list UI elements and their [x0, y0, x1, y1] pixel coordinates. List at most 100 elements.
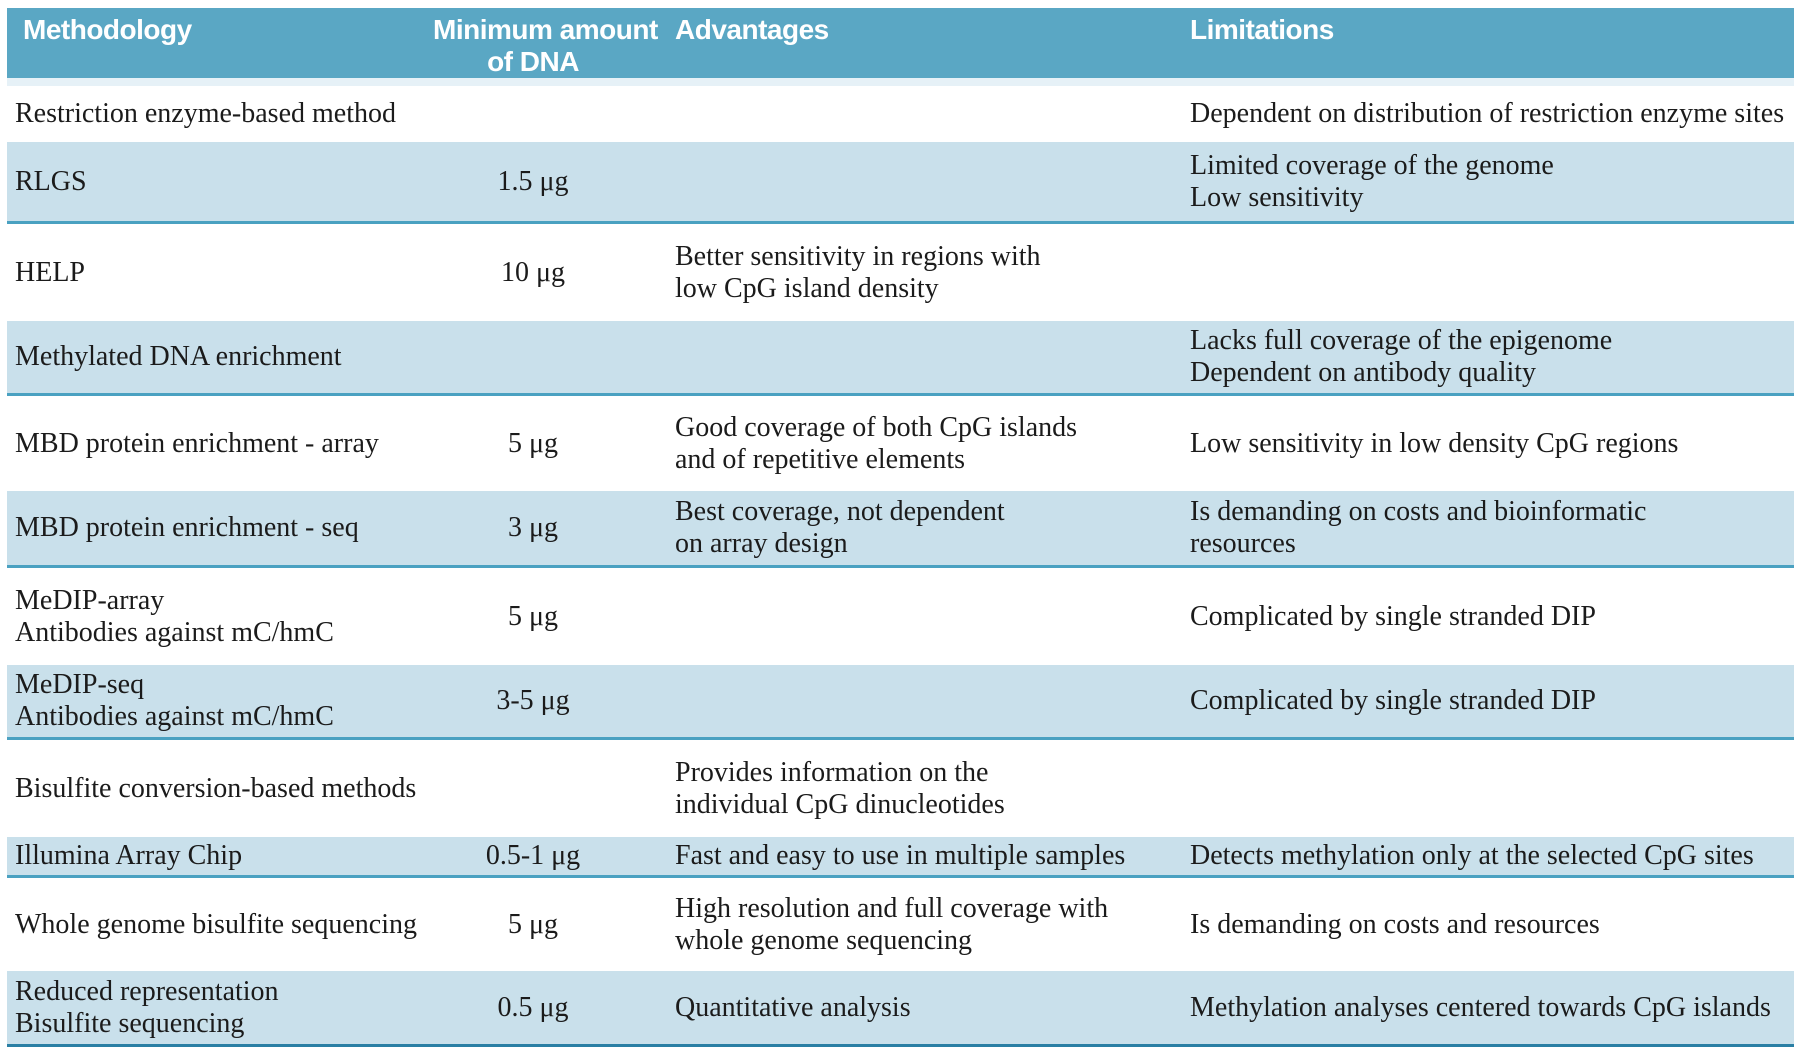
- methodology-cell-line: HELP: [15, 256, 85, 288]
- min-dna-cell-line: 10 μg: [500, 256, 565, 288]
- table-row: MBD protein enrichment - array 5 μg Good c…: [7, 396, 1794, 491]
- methodology-cell-line: MBD protein enrichment - seq: [15, 512, 359, 543]
- methodology-cell: Restriction enzyme-based method: [7, 98, 433, 130]
- min-dna-cell: 5 μg: [433, 909, 633, 941]
- methodology-cell-line: MeDIP-seq: [15, 669, 145, 700]
- methodology-cell-line: Reduced representation: [15, 975, 279, 1007]
- table-row: MeDIP-seq Antibodies against mC/hmC 3-5 μg…: [7, 665, 1794, 740]
- min-dna-cell: 0.5 μg: [433, 992, 633, 1024]
- table-row: HELP 10 μg Better sensitivity in regions w…: [7, 224, 1794, 321]
- limitations-cell-line: resources: [1190, 528, 1296, 559]
- methodology-cell-line: MBD protein enrichment - array: [15, 427, 379, 459]
- min-dna-cell-line: 3-5 μg: [496, 685, 570, 716]
- header-methodology: Methodology: [7, 14, 433, 46]
- methods-table-body: Restriction enzyme-based method Dependent…: [7, 86, 1794, 1047]
- header-advantages: Advantages: [633, 14, 1183, 46]
- advantages-cell: Fast and easy to use in multiple samples: [633, 840, 1183, 872]
- limitations-cell: Complicated by single stranded DIP: [1183, 601, 1794, 633]
- methodology-cell-line: Restriction enzyme-based method: [15, 98, 396, 129]
- advantages-cell-line: and of repetitive elements: [675, 443, 965, 475]
- advantages-cell-line: whole genome sequencing: [675, 924, 973, 956]
- limitations-cell: Limited coverage of the genome Low sensit…: [1183, 150, 1794, 214]
- min-dna-cell: 3 μg: [433, 512, 633, 544]
- min-dna-cell-line: 5 μg: [507, 600, 558, 632]
- limitations-cell-line: Dependent on distribution of restriction…: [1190, 98, 1785, 129]
- min-dna-cell: 5 μg: [433, 428, 633, 460]
- table-row: MeDIP-array Antibodies against mC/hmC 5 μg…: [7, 568, 1794, 665]
- limitations-cell: Lacks full coverage of the epigenome Depe…: [1183, 325, 1794, 389]
- methodology-cell: RLGS: [7, 166, 433, 198]
- header-min-dna: Minimum amount of DNA: [433, 14, 658, 78]
- advantages-cell-line: Better sensitivity in regions with: [675, 240, 1041, 272]
- min-dna-cell-line: 0.5-1 μg: [485, 840, 581, 871]
- advantages-cell: Quantitative analysis: [633, 992, 1183, 1024]
- header-advantages-label: Advantages: [675, 14, 829, 45]
- limitations-cell: Dependent on distribution of restriction…: [1183, 98, 1794, 130]
- table-row: Whole genome bisulfite sequencing 5 μg Hig…: [7, 878, 1794, 971]
- methodology-cell: MBD protein enrichment - seq: [7, 512, 433, 544]
- methodology-cell: Illumina Array Chip: [7, 840, 433, 872]
- methodology-cell: Whole genome bisulfite sequencing: [7, 909, 433, 941]
- limitations-cell-line: Is demanding on costs and bioinformatic: [1190, 496, 1647, 527]
- advantages-cell: Better sensitivity in regions with low Cp…: [633, 241, 1183, 305]
- limitations-cell-line: Methylation analyses centered towards Cp…: [1190, 991, 1771, 1023]
- limitations-cell: Is demanding on costs and bioinformatic r…: [1183, 496, 1794, 560]
- table-row: Illumina Array Chip 0.5-1 μg Fast and easy…: [7, 837, 1794, 878]
- min-dna-cell-line: 5 μg: [507, 427, 558, 459]
- table-row: Restriction enzyme-based method Dependent…: [7, 86, 1794, 142]
- advantages-cell-line: Best coverage, not dependent: [675, 496, 1005, 527]
- table-row: Bisulfite conversion-based methods Provid…: [7, 740, 1794, 837]
- advantages-cell-line: individual CpG dinucleotides: [675, 788, 1005, 820]
- limitations-cell: Methylation analyses centered towards Cp…: [1183, 992, 1794, 1024]
- advantages-cell: Good coverage of both CpG islands and of …: [633, 412, 1183, 476]
- methodology-cell: HELP: [7, 257, 433, 289]
- limitations-cell-line: Detects methylation only at the selected…: [1190, 840, 1754, 871]
- advantages-cell-line: Good coverage of both CpG islands: [675, 411, 1078, 443]
- min-dna-cell: 1.5 μg: [433, 166, 633, 198]
- limitations-cell: Detects methylation only at the selected…: [1183, 840, 1794, 872]
- header-min-dna-line1: Minimum amount: [433, 14, 658, 45]
- min-dna-cell-line: 3 μg: [507, 512, 558, 543]
- advantages-cell-line: Fast and easy to use in multiple samples: [675, 840, 1126, 871]
- methodology-cell: MBD protein enrichment - array: [7, 428, 433, 460]
- header-methodology-label: Methodology: [23, 14, 192, 45]
- min-dna-cell: 3-5 μg: [433, 685, 633, 717]
- advantages-cell-line: Quantitative analysis: [675, 991, 911, 1023]
- methodology-cell-line: RLGS: [15, 165, 87, 197]
- limitations-cell: Is demanding on costs and resources: [1183, 909, 1794, 941]
- methodology-cell: Methylated DNA enrichment: [7, 341, 433, 373]
- min-dna-cell-line: 0.5 μg: [497, 991, 569, 1023]
- header-limitations-label: Limitations: [1190, 14, 1334, 45]
- methodology-cell-line: Bisulfite sequencing: [15, 1007, 245, 1039]
- methodology-cell-line: Whole genome bisulfite sequencing: [15, 908, 417, 940]
- limitations-cell-line: Low sensitivity in low density CpG regio…: [1190, 427, 1679, 459]
- advantages-cell-line: on array design: [675, 528, 848, 559]
- methodology-cell-line: Antibodies against mC/hmC: [15, 616, 334, 648]
- methodology-cell-line: Illumina Array Chip: [15, 840, 243, 871]
- limitations-cell: Complicated by single stranded DIP: [1183, 685, 1794, 717]
- limitations-cell: Low sensitivity in low density CpG regio…: [1183, 428, 1794, 460]
- advantages-cell: High resolution and full coverage with wh…: [633, 893, 1183, 957]
- advantages-cell-line: Provides information on the: [675, 756, 989, 788]
- advantages-cell: Provides information on the individual Cp…: [633, 757, 1183, 821]
- min-dna-cell-line: 5 μg: [507, 908, 558, 940]
- table-row: Methylated DNA enrichment Lacks full cove…: [7, 321, 1794, 396]
- table-row: RLGS 1.5 μg Limited coverage of the genome…: [7, 142, 1794, 224]
- min-dna-cell: 0.5-1 μg: [433, 840, 633, 872]
- methodology-cell-line: Antibodies against mC/hmC: [15, 701, 334, 732]
- methodology-cell-line: Methylated DNA enrichment: [15, 341, 342, 372]
- methodology-cell: Reduced representation Bisulfite sequenci…: [7, 976, 433, 1040]
- limitations-cell-line: Low sensitivity: [1190, 181, 1364, 213]
- header-min-dna-line2: of DNA: [487, 46, 579, 77]
- methodology-cell-line: Bisulfite conversion-based methods: [15, 772, 417, 804]
- limitations-cell-line: Complicated by single stranded DIP: [1190, 685, 1596, 716]
- min-dna-cell: 10 μg: [433, 257, 633, 289]
- methodology-cell: Bisulfite conversion-based methods: [7, 773, 433, 805]
- min-dna-cell-line: 1.5 μg: [497, 165, 569, 197]
- table-row: MBD protein enrichment - seq 3 μg Best cov…: [7, 491, 1794, 568]
- table-header-row: Methodology Minimum amount of DNA Advant…: [7, 8, 1794, 86]
- advantages-cell: Best coverage, not dependent on array des…: [633, 496, 1183, 560]
- table-row: Reduced representation Bisulfite sequenci…: [7, 971, 1794, 1047]
- methodology-cell: MeDIP-seq Antibodies against mC/hmC: [7, 669, 433, 733]
- methodology-cell: MeDIP-array Antibodies against mC/hmC: [7, 585, 433, 649]
